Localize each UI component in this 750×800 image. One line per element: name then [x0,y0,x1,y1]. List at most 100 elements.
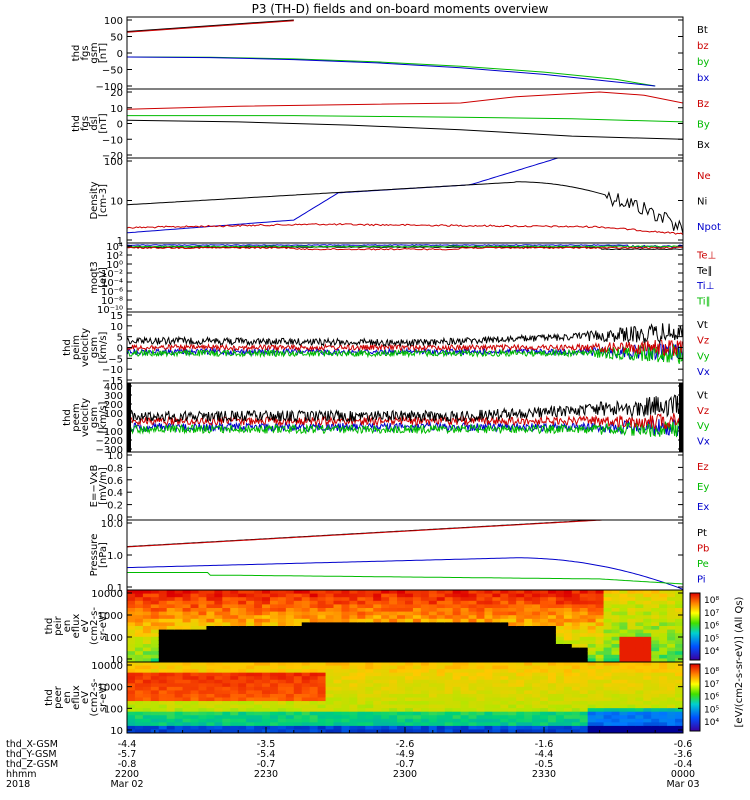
spec-cell [428,615,438,620]
spec-cell [484,676,493,681]
spec-cell [412,629,422,634]
spec-cell [309,636,319,641]
spec-cell [667,669,676,674]
spec-cell [436,622,446,627]
spec-cell [349,654,358,659]
spec-cell [230,644,239,649]
spec-cell [214,626,223,631]
spec-cell [317,683,327,688]
spec-cell [667,618,676,623]
spec-cell [547,604,557,609]
spec-cell [357,644,366,649]
spec-cell [444,611,454,616]
spec-cell [238,672,247,677]
spec-cell [190,600,200,605]
spec-cell [579,597,589,602]
spec-cell [651,725,660,731]
spec-cell [127,644,136,649]
ytick-label: 400 [104,382,123,393]
spec-cell [508,701,517,706]
spec-cell [262,693,271,699]
spec-cell [436,725,446,731]
spec-cell [508,647,517,652]
spec-cell [484,683,493,688]
spec-cell [460,722,470,727]
spec-cell [587,615,597,620]
spec-cell [659,708,668,713]
spec-cell [468,708,478,713]
spec-cell [547,662,557,667]
ytick-label: 100 [104,633,123,644]
spec-cell [214,651,223,656]
spec-cell [516,715,525,720]
spec-cell [492,672,501,677]
spec-cell [341,608,350,613]
spec-cell [373,615,382,620]
spec-cell [643,651,652,656]
spec-cell [571,644,581,649]
spec-cell [659,600,668,605]
spec-cell [150,626,160,631]
spec-cell [134,672,144,677]
spec-cell [579,629,589,634]
spec-cell [420,672,430,677]
spec-cell [333,622,343,627]
spec-cell [524,611,533,616]
spec-cell [198,679,208,684]
spec-cell [627,590,636,595]
spec-cell [547,600,557,605]
spec-cell [222,651,231,656]
spec-cell [492,600,501,605]
spec-cell [174,604,184,609]
spec-cell [587,644,597,649]
spec-cell [524,686,533,691]
spec-cell [182,615,192,620]
spec-cell [389,608,398,613]
ylabel-line: sr-eV) [98,683,109,712]
spec-cell [611,704,621,709]
spec-cell [675,725,683,731]
spec-cell [254,722,263,727]
spec-cell [158,686,168,691]
spec-cell [269,629,279,634]
spec-cell [166,676,176,681]
spec-cell [222,676,231,681]
spec-cell [563,600,573,605]
spec-cell [341,590,350,595]
spec-cell [166,686,176,691]
legend-ey: Ey [697,482,709,493]
spec-cell [182,608,192,613]
spec-cell [285,708,295,713]
ytick-label: 0.0 [107,513,123,524]
spec-cell [333,644,343,649]
spec-cell [547,647,557,652]
spec-cell [651,622,660,627]
spec-cell [500,665,509,670]
spec-cell [214,658,223,662]
panel-content-peim_velocity [127,322,683,364]
spec-cell [158,665,168,670]
spec-cell [198,704,208,709]
spec-cell [635,608,644,613]
series-bt-line [127,19,294,32]
spec-cell [405,597,414,602]
spec-cell [611,690,621,695]
spec-cell [643,618,652,623]
spec-cell [127,693,136,699]
spec-cell [667,658,676,662]
spec-cell [412,686,422,691]
spec-cell [301,683,311,688]
spec-cell [381,686,390,691]
spec-cell [254,640,263,645]
spec-cell [174,686,184,691]
spec-cell [262,590,271,595]
panel-content-pressure [127,520,683,590]
spec-cell [428,590,438,595]
spec-cell [675,729,683,733]
legend-by: by [697,57,709,68]
spec-cell [349,593,358,598]
spec-cell [357,676,366,681]
spec-cell [206,697,215,702]
spec-cell [190,697,200,702]
spec-cell [452,593,462,598]
